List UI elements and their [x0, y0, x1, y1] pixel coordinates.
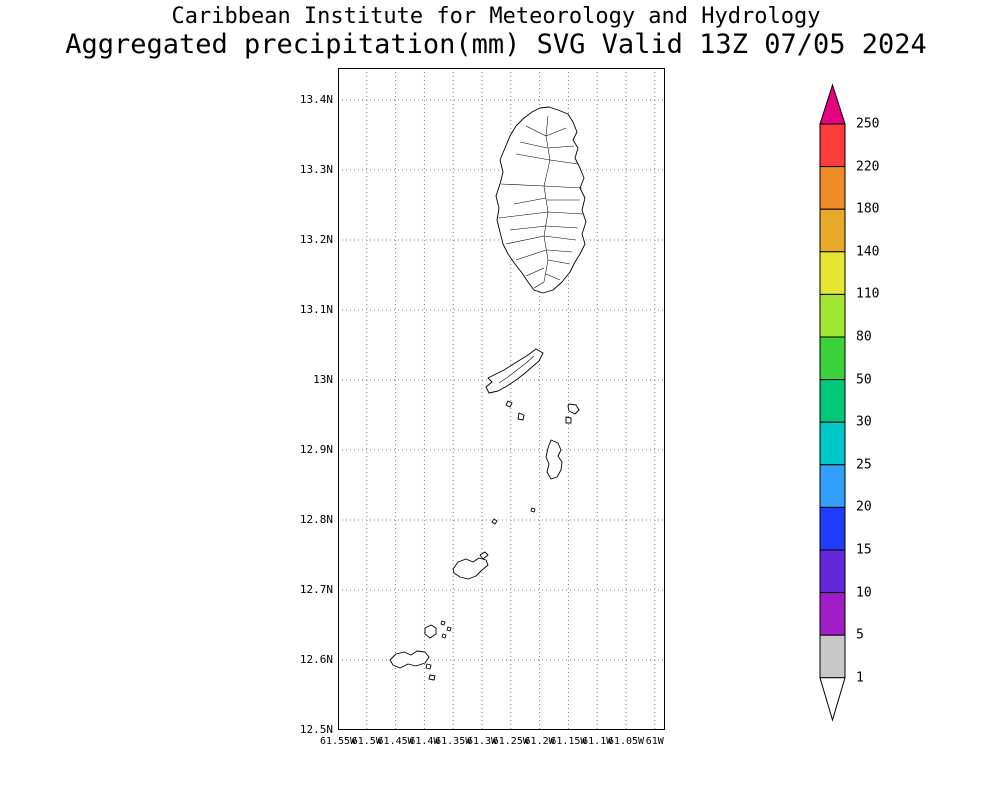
colorbar-tick-label: 220	[856, 159, 880, 175]
lon-tick-label: 61.2W	[524, 736, 555, 747]
islands	[389, 106, 587, 681]
lon-tick-label: 61.55W	[319, 736, 357, 747]
lat-tick-label: 12.8N	[299, 513, 333, 526]
lon-tick-label: 61.1W	[582, 736, 613, 747]
islet-petit-nevis	[505, 400, 513, 408]
colorbar-segment	[819, 549, 846, 594]
colorbar-segment	[819, 506, 846, 551]
islet-tobago-cays-1	[440, 620, 446, 626]
colorbar-segment	[819, 123, 846, 168]
island-mayreau	[424, 624, 437, 639]
colorbar-tick-label: 110	[856, 286, 880, 302]
island-union	[389, 650, 430, 669]
islet-tobago-cays-2	[446, 626, 452, 632]
lat-tick-label: 13.1N	[299, 303, 333, 316]
bequia-interior-line	[498, 355, 535, 384]
islet-palm-island	[425, 663, 432, 670]
colorbar-tick-label: 20	[856, 499, 872, 515]
lon-tick-label: 61.3W	[466, 736, 498, 747]
gridlines	[338, 68, 665, 730]
lon-tick-label: 61.4W	[409, 736, 440, 747]
colorbar-tick-label: 80	[856, 329, 872, 345]
islet-balliceaux	[565, 416, 572, 424]
colorbar-arrow-bottom	[819, 677, 846, 722]
institution-title: Caribbean Institute for Meteorology and …	[171, 4, 821, 29]
colorbar-segment	[819, 634, 846, 679]
title-block: Caribbean Institute for Meteorology and …	[0, 4, 992, 60]
colorbar-segment	[819, 251, 846, 295]
colorbar-tick-label: 10	[856, 585, 872, 601]
chart-title: Aggregated precipitation(mm) SVG Valid 1…	[65, 29, 927, 60]
colorbar-tick-label: 25	[856, 457, 872, 473]
colorbar-segment	[819, 464, 846, 508]
island-canouan	[452, 557, 489, 580]
lat-tick-label: 13.4N	[299, 93, 333, 106]
st-vincent-watershed-lines	[498, 115, 584, 289]
island-bequia	[485, 348, 544, 394]
colorbar-tick-label: 250	[856, 116, 880, 132]
colorbar-arrow-top	[819, 83, 846, 125]
lon-tick-label: 61.35W	[435, 736, 472, 747]
lat-tick-label: 13N	[313, 373, 333, 386]
island-st-vincent	[495, 106, 587, 294]
map-plot	[338, 68, 665, 730]
lon-tick-label: 61.05W	[607, 736, 645, 747]
colorbar-segment	[819, 379, 846, 423]
lon-tick-label: 61.15W	[550, 736, 587, 747]
colorbar-segment	[819, 421, 846, 466]
lat-tick-label: 12.5N	[299, 723, 333, 736]
lon-tick-label: 61.5W	[351, 736, 382, 747]
colorbar-tick-label: 140	[856, 244, 880, 260]
lat-tick-label: 12.9N	[299, 443, 333, 456]
lat-tick-label: 13.2N	[299, 233, 333, 246]
lon-tick-label: 61W	[645, 736, 664, 747]
colorbar-segment	[819, 166, 846, 210]
lon-tick-label: 61.45W	[377, 736, 414, 747]
island-mustique	[545, 439, 563, 480]
islet-tobago-cays-3	[441, 633, 447, 639]
islet-savan	[491, 518, 498, 525]
lat-tick-label: 12.6N	[299, 653, 333, 666]
islet-canouan-north	[479, 551, 489, 560]
colorbar-segment	[819, 336, 846, 381]
lat-tick-label: 12.7N	[299, 583, 333, 596]
colorbar	[819, 83, 846, 722]
colorbar-tick-label: 5	[856, 627, 864, 643]
colorbar-segment	[819, 592, 846, 636]
colorbar-tick-label: 50	[856, 372, 872, 388]
colorbar-segment	[819, 293, 846, 338]
colorbar-tick-label: 180	[856, 201, 880, 217]
lat-tick-label: 13.3N	[299, 163, 333, 176]
colorbar-tick-label: 1	[856, 670, 864, 686]
lon-tick-label: 61.25W	[492, 736, 529, 747]
islet-petit-st-vincent	[428, 674, 436, 681]
islet-petit-mustique	[530, 507, 536, 513]
islet-isle-a-quatre	[517, 412, 525, 421]
colorbar-segment	[819, 208, 846, 253]
islet-battowia	[567, 403, 580, 415]
colorbar-tick-label: 15	[856, 542, 872, 558]
colorbar-tick-label: 30	[856, 414, 872, 430]
plot-border	[338, 68, 665, 730]
